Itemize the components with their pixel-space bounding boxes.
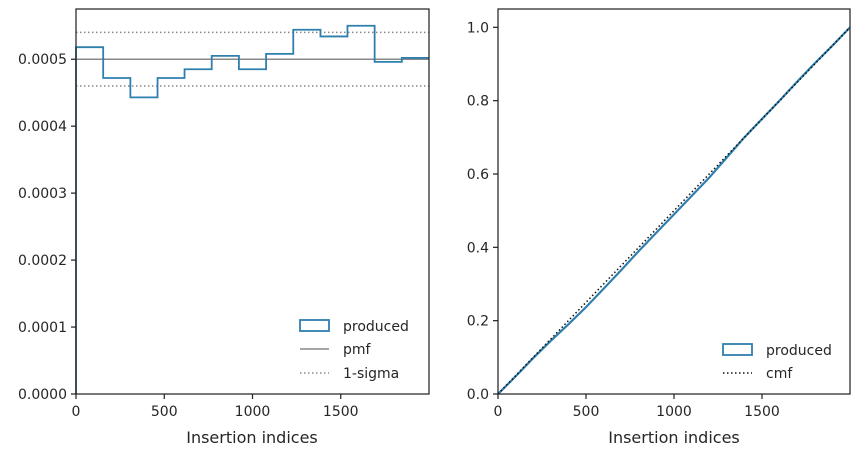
y-tick-label: 0.4 [467,240,489,256]
y-tick-label: 0.0000 [18,387,67,403]
legend-swatch-produced [299,319,330,332]
y-tick-label: 0.0003 [18,186,67,202]
y-tick-label: 0.0005 [18,52,67,68]
right-axis-ticks: 0 500 1000 1500 0.0 0.2 0.4 0.6 0.8 1.0 [467,20,780,420]
legend-label-produced-cdf: produced [766,343,832,359]
legend-label-pmf: pmf [343,342,372,358]
left-x-axis-label: Insertion indices [186,428,318,447]
right-x-axis-label: Insertion indices [608,428,740,447]
legend-swatch-produced-cdf [722,343,753,356]
y-tick-label: 0.0004 [18,119,67,135]
y-tick-label: 0.2 [467,314,489,330]
produced-histogram-step [75,24,429,394]
right-plot-marks [497,26,851,395]
x-tick-label: 500 [573,404,600,420]
cmf-line-chart: 0 500 1000 1500 0.0 0.2 0.4 0.6 0.8 1.0 Insertion… [467,8,851,447]
left-plot-marks [75,24,429,394]
legend-label-produced: produced [343,319,409,335]
pmf-histogram-chart: 0 500 1000 1500 0.0000 0.0001 0.0002 0.0003 0.00… [18,8,430,447]
x-tick-label: 1500 [744,404,780,420]
legend-label-1-sigma: 1-sigma [343,366,399,382]
x-tick-label: 0 [72,404,81,420]
y-tick-label: 0.0002 [18,253,67,269]
right-plot-frame [497,8,851,395]
y-tick-label: 0.0 [467,387,489,403]
left-legend: produced pmf 1-sigma [299,319,409,382]
x-tick-label: 1500 [323,404,359,420]
y-tick-label: 1.0 [467,20,489,36]
y-tick-label: 0.6 [467,167,489,183]
left-plot-frame [75,8,430,395]
x-tick-label: 0 [494,404,503,420]
x-tick-label: 1000 [656,404,692,420]
cmf-line [497,26,851,395]
x-tick-label: 1000 [235,404,271,420]
produced-cdf-line [497,26,851,395]
y-tick-label: 0.0001 [18,320,67,336]
left-axis-ticks: 0 500 1000 1500 0.0000 0.0001 0.0002 0.0003 0.00… [18,52,359,420]
right-legend: produced cmf [722,343,832,382]
legend-label-cmf: cmf [766,366,793,382]
y-tick-label: 0.8 [467,94,489,110]
x-tick-label: 500 [151,404,178,420]
